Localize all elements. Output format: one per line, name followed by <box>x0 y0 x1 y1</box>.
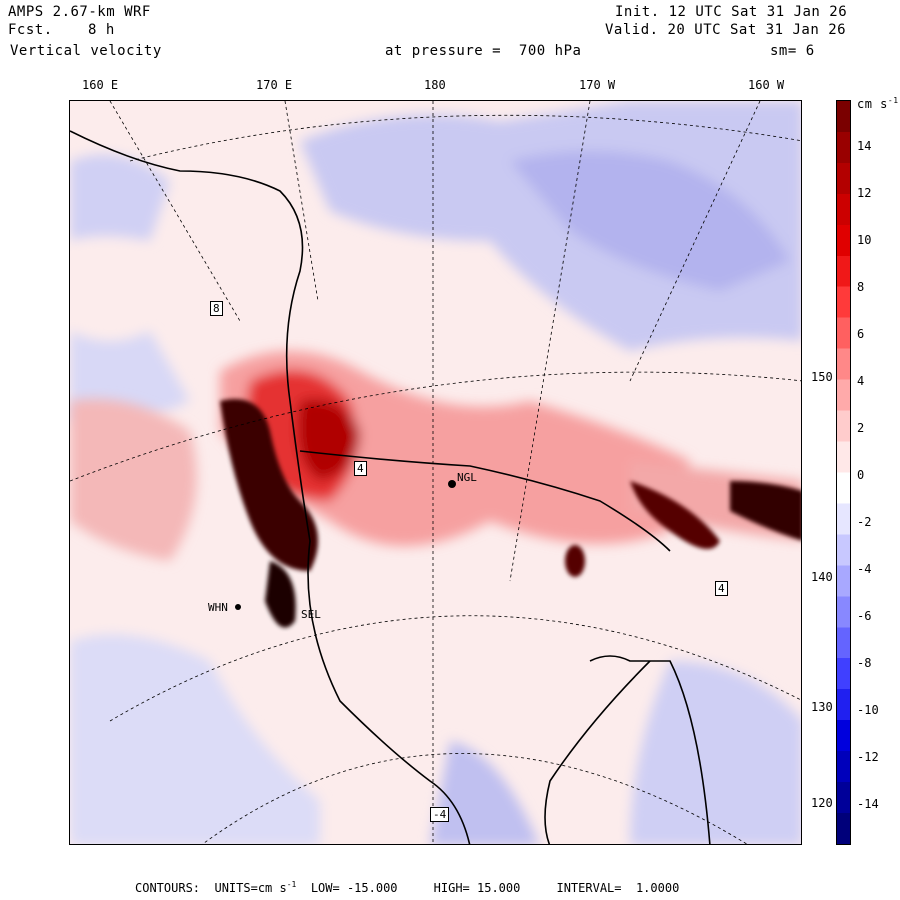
map-marker-8: 8 <box>210 301 223 316</box>
colorbar-tick: 4 <box>857 374 865 388</box>
lon-label-170w: 170 W <box>579 78 616 92</box>
colorbar-tick: 14 <box>857 139 872 153</box>
vertical-velocity-map <box>70 101 801 844</box>
colorbar-tick: 10 <box>857 233 872 247</box>
footer-low: LOW= -15.000 <box>310 881 398 895</box>
map-marker-4b: 4 <box>715 581 728 596</box>
forecast-label: Fcst. <box>8 22 53 38</box>
footer-high: HIGH= 15.000 <box>433 881 521 895</box>
colorbar-tick: -6 <box>857 609 872 623</box>
footer-units: UNITS=cm s <box>214 881 287 895</box>
pressure-level: at pressure = 700 hPa <box>385 43 582 59</box>
station-ngl-dot <box>448 480 456 488</box>
lon-label-170e: 170 E <box>256 78 293 92</box>
colorbar-tick: 12 <box>857 186 872 200</box>
colorbar <box>836 100 851 845</box>
colorbar-tick: -10 <box>857 703 879 717</box>
lon-label-160w: 160 W <box>748 78 785 92</box>
station-ngl: NGL <box>457 471 477 484</box>
coastlines <box>70 130 711 844</box>
colorbar-tick: -14 <box>857 797 879 811</box>
colorbar-tick: -8 <box>857 656 872 670</box>
smoothing: sm= 6 <box>770 43 815 59</box>
map-marker-minus4: -4 <box>430 807 450 822</box>
ascent-areas <box>70 351 801 561</box>
colorbar-tick: 0 <box>857 468 865 482</box>
footer-units-exp: -1 <box>286 880 297 889</box>
lon-label-160e: 160 E <box>82 78 119 92</box>
map-panel: NGL WHN SEL -4 8 4 4 <box>69 100 802 845</box>
colorbar-units: cm s-1 <box>857 96 899 111</box>
station-markers <box>235 480 456 610</box>
colorbar-tick: 8 <box>857 280 865 294</box>
descent-areas <box>70 101 801 844</box>
init-time: Init. 12 UTC Sat 31 Jan 26 <box>615 4 848 20</box>
colorbar-tick: 6 <box>857 327 865 341</box>
station-sel: SEL <box>301 608 321 621</box>
convective-core <box>220 399 801 628</box>
valid-time: Valid. 20 UTC Sat 31 Jan 26 <box>605 22 847 38</box>
station-whn: WHN <box>208 601 228 614</box>
footer: CONTOURS: UNITS=cm s-1 LOW= -15.000 HIGH… <box>135 880 679 895</box>
graticule <box>70 101 801 844</box>
map-marker-4: 4 <box>354 461 367 476</box>
lon-label-180: 180 <box>424 78 446 92</box>
colorbar-tick: -2 <box>857 515 872 529</box>
footer-contours: CONTOURS: <box>135 881 201 895</box>
colorbar-tick: -4 <box>857 562 872 576</box>
colorbar-tick: 2 <box>857 421 865 435</box>
model-title: AMPS 2.67-km WRF <box>8 4 151 20</box>
station-whn-dot <box>235 604 241 610</box>
footer-interval: INTERVAL= 1.0000 <box>556 881 680 895</box>
forecast-hour: 8 h <box>88 22 115 38</box>
field-name: Vertical velocity <box>10 43 162 59</box>
colorbar-tick: -12 <box>857 750 879 764</box>
